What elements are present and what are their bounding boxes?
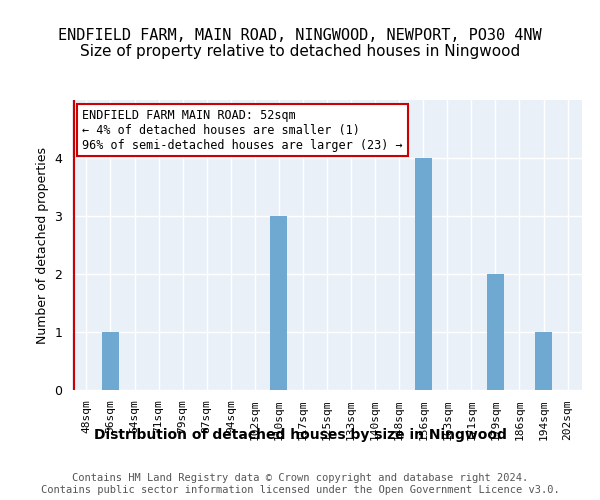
Text: ENDFIELD FARM, MAIN ROAD, NINGWOOD, NEWPORT, PO30 4NW: ENDFIELD FARM, MAIN ROAD, NINGWOOD, NEWP… <box>58 28 542 42</box>
Bar <box>102 332 119 390</box>
Y-axis label: Number of detached properties: Number of detached properties <box>36 146 49 344</box>
Bar <box>271 216 287 390</box>
Text: Size of property relative to detached houses in Ningwood: Size of property relative to detached ho… <box>80 44 520 59</box>
Bar <box>535 332 552 390</box>
Text: ENDFIELD FARM MAIN ROAD: 52sqm
← 4% of detached houses are smaller (1)
96% of se: ENDFIELD FARM MAIN ROAD: 52sqm ← 4% of d… <box>82 108 403 152</box>
Text: Contains HM Land Registry data © Crown copyright and database right 2024.
Contai: Contains HM Land Registry data © Crown c… <box>41 474 559 495</box>
Text: Distribution of detached houses by size in Ningwood: Distribution of detached houses by size … <box>94 428 506 442</box>
Bar <box>415 158 431 390</box>
Bar <box>487 274 504 390</box>
